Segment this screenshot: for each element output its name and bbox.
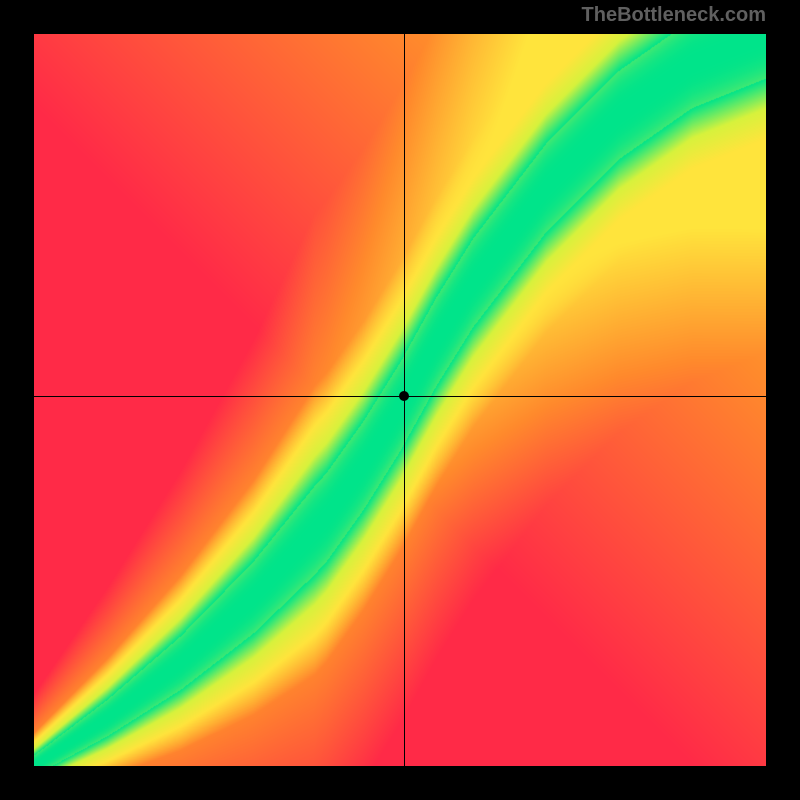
plot-area [34,34,766,766]
watermark-text: TheBottleneck.com [582,4,766,27]
marker-dot [399,391,409,401]
